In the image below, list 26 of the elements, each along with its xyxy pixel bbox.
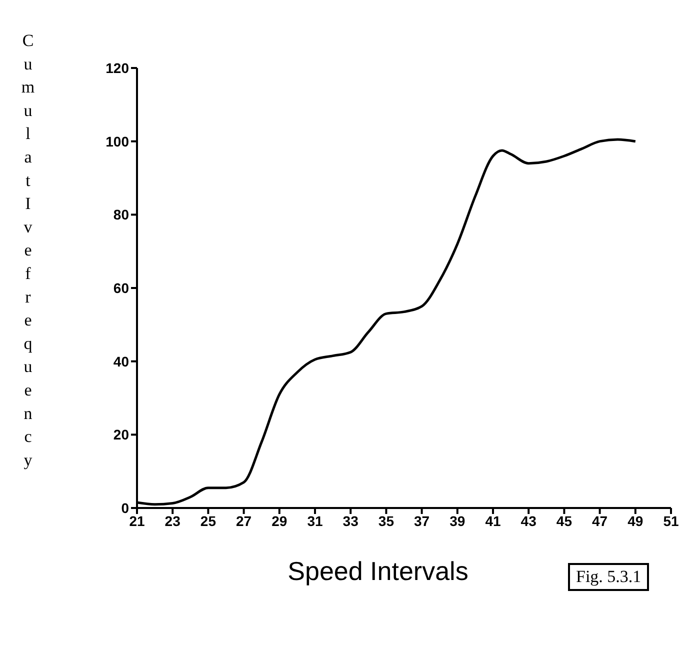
y-tick-label: 20 [113,426,130,443]
x-tick-label: 47 [592,512,608,529]
x-tick-label: 33 [342,512,359,529]
x-axis-title: Speed Intervals [286,556,470,587]
x-tick-label: 27 [236,512,252,529]
x-tick-label: 21 [129,512,145,529]
text: CumulatIve frequency [21,31,35,470]
y-tick-label: 120 [106,60,130,76]
x-tick-label: 41 [485,512,501,529]
caption: Fig. 5.3.1 [568,563,650,591]
x-tick-label: 23 [164,512,181,529]
x-tick-label: 35 [378,512,394,529]
x-tick-label: 45 [556,512,572,529]
x-tick-label: 31 [307,512,323,529]
y-tick-label: 0 [121,500,130,516]
y-tick-label: 80 [113,206,130,223]
x-tick-label: 51 [663,512,679,529]
y-tick-label: 100 [106,133,130,150]
y-tick-label: 60 [113,280,130,296]
x-tick-label: 29 [272,512,288,529]
x-tick-label: 49 [628,512,644,529]
y-tick-label: 40 [113,353,130,370]
x-tick-label: 39 [450,512,466,529]
x-tick-label: 25 [200,512,216,529]
x-tick-label: 43 [520,512,537,529]
x-tick-label: 37 [414,512,430,529]
